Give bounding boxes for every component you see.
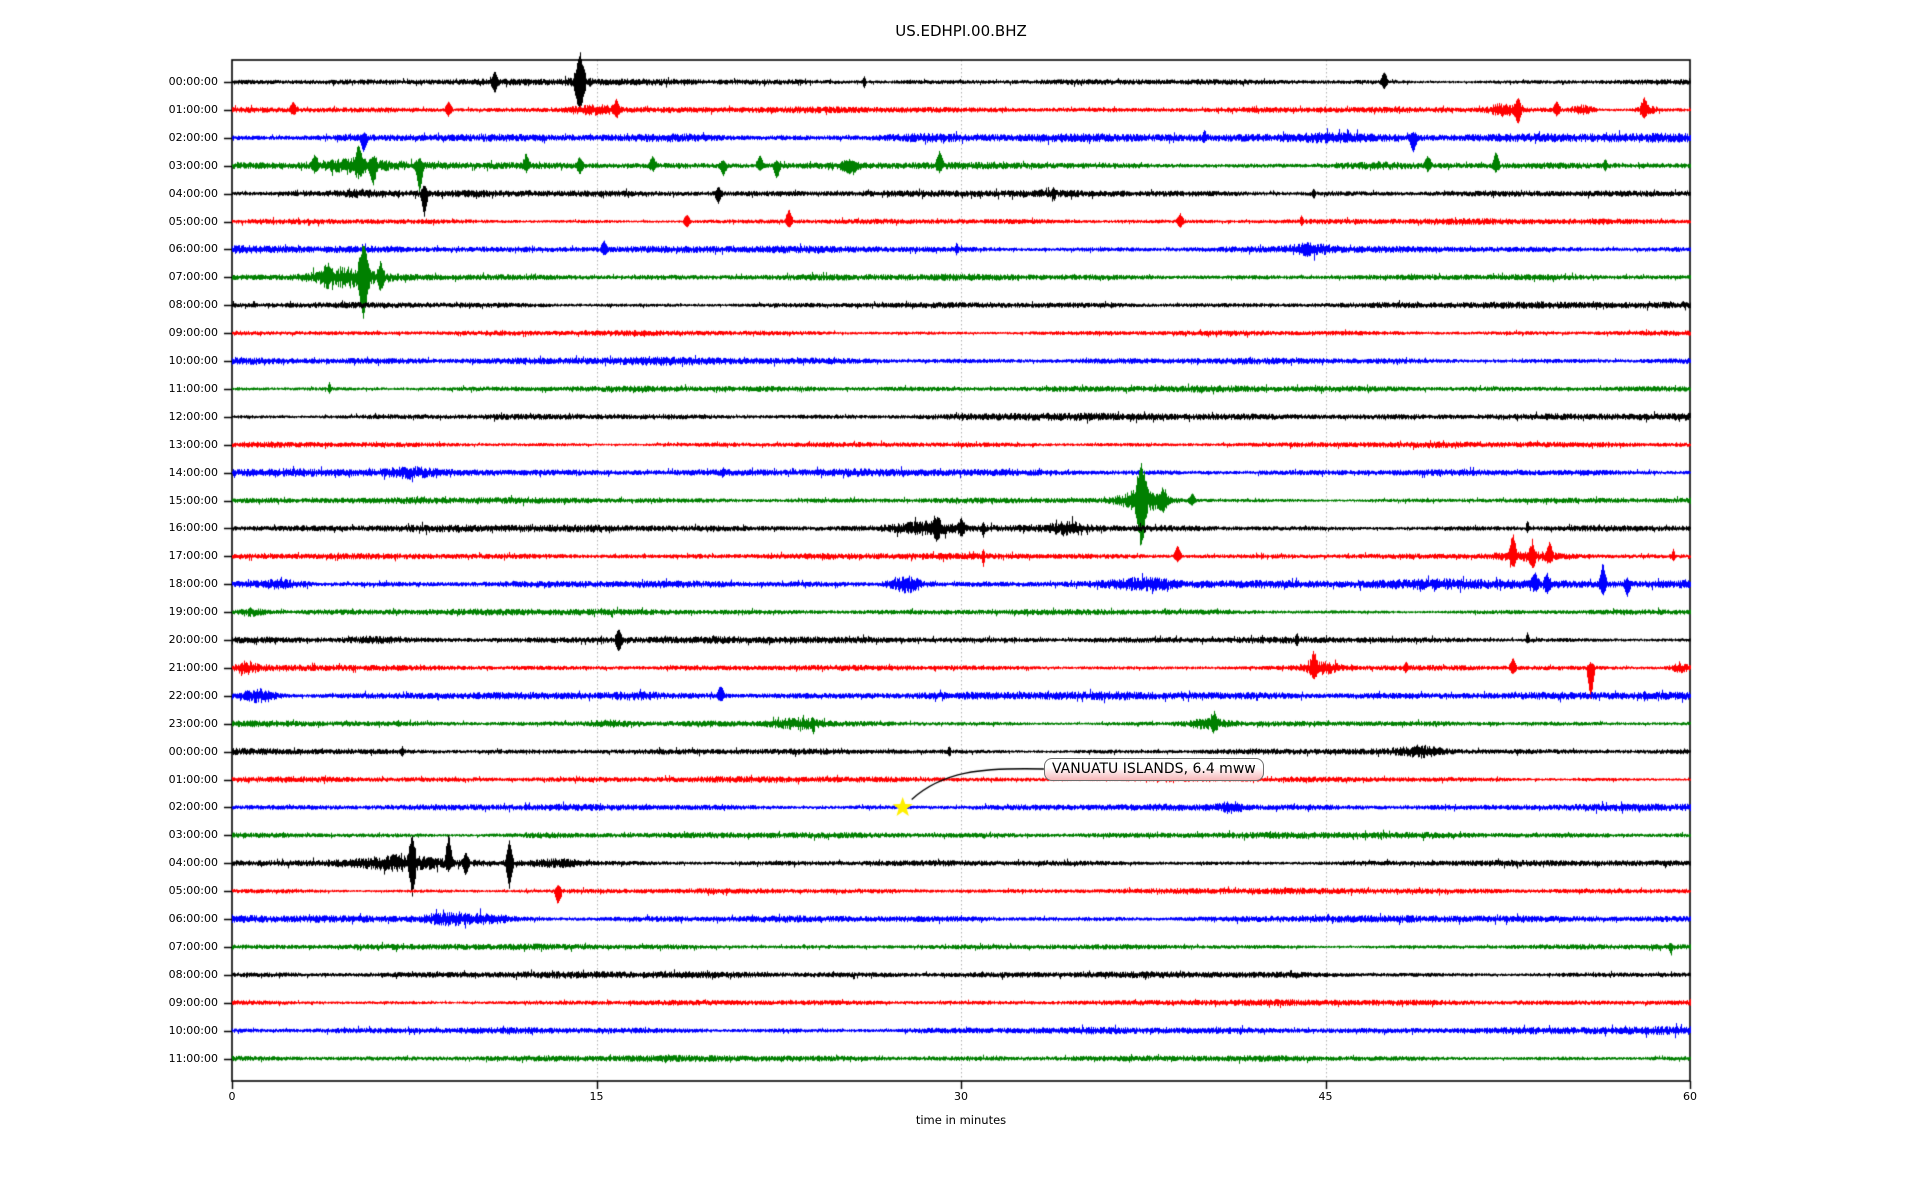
y-tick-label: 20:00:00 bbox=[168, 633, 218, 646]
x-tick-label: 45 bbox=[1318, 1090, 1333, 1103]
x-axis-label: time in minutes bbox=[915, 1113, 1007, 1127]
event-annotation-label: VANUATU ISLANDS, 6.4 mww bbox=[1044, 758, 1264, 781]
y-tick-label: 05:00:00 bbox=[168, 884, 218, 898]
y-tick-label: 22:00:00 bbox=[168, 688, 218, 702]
y-tick-label: 15:00:00 bbox=[168, 493, 218, 507]
y-tick-label: 14:00:00 bbox=[168, 465, 218, 479]
y-tick-label: 13:00:00 bbox=[168, 437, 218, 451]
y-tick-label: 23:00:00 bbox=[168, 716, 218, 730]
y-tick-label: 17:00:00 bbox=[168, 549, 218, 563]
y-tick-label: 02:00:00 bbox=[168, 130, 218, 144]
y-tick-label: 11:00:00 bbox=[168, 1051, 218, 1065]
y-tick-label: 01:00:00 bbox=[168, 102, 218, 116]
y-tick-label: 19:00:00 bbox=[168, 605, 218, 619]
y-tick-label: 06:00:00 bbox=[168, 242, 218, 256]
y-tick-label: 10:00:00 bbox=[168, 354, 218, 367]
x-tick-label: 0 bbox=[228, 1090, 236, 1103]
y-tick-label: 12:00:00 bbox=[168, 409, 218, 423]
y-tick-label: 00:00:00 bbox=[168, 744, 218, 758]
y-tick-label: 09:00:00 bbox=[168, 326, 218, 340]
y-tick-label: 02:00:00 bbox=[168, 800, 218, 814]
y-tick-label: 07:00:00 bbox=[168, 270, 218, 284]
y-tick-label: 18:00:00 bbox=[168, 577, 218, 591]
x-tick-label: 15 bbox=[589, 1090, 604, 1103]
y-tick-label: 08:00:00 bbox=[168, 967, 218, 981]
y-tick-label: 04:00:00 bbox=[168, 856, 218, 870]
y-tick-label: 06:00:00 bbox=[168, 912, 218, 925]
y-tick-label: 05:00:00 bbox=[168, 214, 218, 228]
y-tick-label: 03:00:00 bbox=[168, 158, 218, 172]
x-tick-label: 30 bbox=[954, 1090, 968, 1103]
y-tick-label: 11:00:00 bbox=[168, 381, 218, 395]
y-tick-label: 03:00:00 bbox=[168, 828, 218, 842]
y-tick-label: 21:00:00 bbox=[168, 660, 218, 674]
x-tick-label: 60 bbox=[1683, 1090, 1697, 1103]
y-tick-label: 09:00:00 bbox=[168, 995, 218, 1009]
y-tick-label: 07:00:00 bbox=[168, 939, 218, 953]
page-title: US.EDHPI.00.BHZ bbox=[895, 22, 1027, 40]
y-tick-label: 10:00:00 bbox=[168, 1023, 218, 1037]
y-tick-label: 16:00:00 bbox=[168, 521, 218, 535]
y-tick-label: 00:00:00 bbox=[168, 75, 218, 88]
y-tick-label: 01:00:00 bbox=[168, 772, 218, 786]
y-tick-label: 04:00:00 bbox=[168, 186, 218, 200]
y-tick-label: 08:00:00 bbox=[168, 298, 218, 312]
